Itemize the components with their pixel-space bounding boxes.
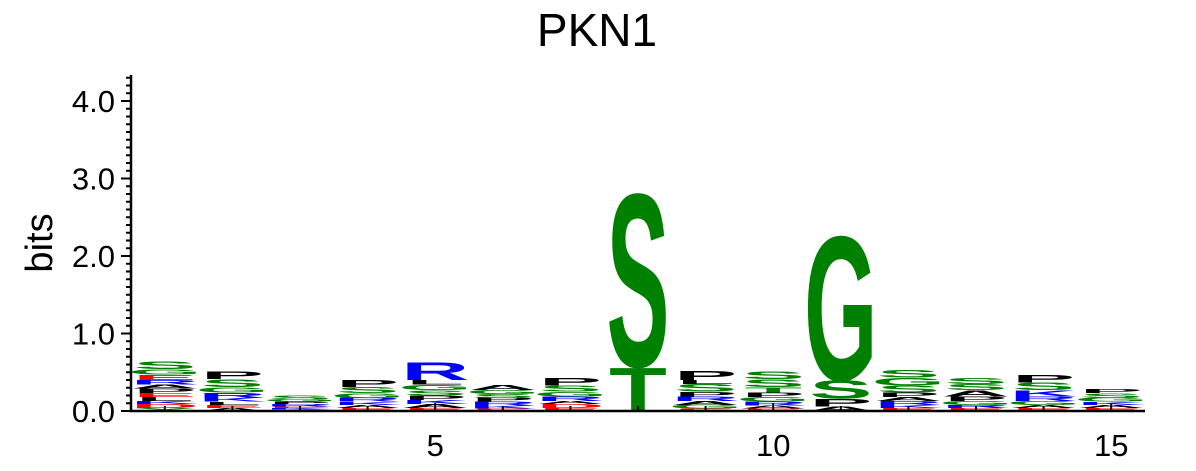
logo-letter-K-pos-4: K — [334, 401, 402, 406]
logo-letter-E-pos-1: E — [133, 373, 196, 381]
logo-letter-R-pos-7: R — [536, 395, 604, 402]
logo-letter-P-pos-4: P — [336, 378, 399, 389]
logo-letter-S-pos-6: S — [471, 393, 534, 399]
logo-letter-L-pos-9: L — [677, 379, 735, 385]
logo-letter-S-pos-5: S — [404, 389, 467, 397]
logo-letter-K-pos-1: K — [131, 400, 199, 405]
logo-letter-G-pos-10: G — [736, 396, 809, 403]
logo-letter-R-pos-2: R — [198, 391, 266, 399]
logo-letter-K-pos-14: K — [1010, 389, 1078, 399]
logo-letter-T-pos-10: T — [744, 386, 802, 394]
logo-letter-P-pos-3: P — [269, 401, 332, 405]
logo-letter-S-pos-11: S — [809, 375, 872, 404]
logo-letter-G-pos-1: G — [128, 368, 201, 376]
x-tick-label: 10 — [756, 428, 790, 463]
logo-letter-P-pos-7: P — [539, 376, 602, 388]
logo-letter-P-pos-5: P — [404, 394, 467, 401]
logo-letter-P-pos-9: P — [674, 369, 737, 383]
logo-letter-P-pos-10: P — [742, 391, 805, 398]
logo-letter-S-pos-15: S — [1080, 392, 1143, 399]
logo-letter-S-pos-8: S — [607, 141, 670, 418]
y-tick-label: 1.0 — [72, 317, 115, 352]
logo-letter-P-pos-9: P — [674, 390, 737, 397]
logo-letter-R-pos-6: R — [469, 401, 537, 407]
logo-letter-K-pos-5: K — [401, 399, 469, 405]
x-tick-label: 15 — [1094, 428, 1128, 463]
logo-letter-P-pos-12: P — [877, 391, 940, 398]
logo-letter-S-pos-1: S — [133, 360, 196, 372]
x-ticks: 5 10 15 — [163, 403, 1128, 463]
logo-letter-S-pos-12: S — [877, 384, 940, 395]
logo-letter-G-pos-7: G — [534, 390, 607, 397]
logo-letter-S-pos-12: S — [877, 368, 940, 380]
logo-letter-A-pos-12: A — [874, 396, 942, 402]
logo-letter-S-pos-14: S — [1012, 380, 1075, 392]
logo-letter-S-pos-7: S — [539, 384, 602, 394]
logo-letter-S-pos-4: S — [336, 385, 399, 395]
logo-letter-A-pos-6: A — [469, 383, 537, 391]
logo-letter-R-pos-4: R — [334, 397, 402, 403]
logo-letter-R-pos-14: R — [1009, 395, 1077, 402]
y-tick-label: 2.0 — [72, 239, 115, 274]
logo-letter-R-pos-5: R — [401, 358, 469, 386]
y-tick-label: 0.0 — [72, 394, 115, 429]
logo-letter-A-pos-7: A — [536, 400, 604, 405]
logo-letter-T-pos-8: T — [609, 355, 667, 424]
logo-letter-S-pos-9: S — [674, 382, 737, 394]
logo-letter-E-pos-1: E — [133, 392, 196, 398]
logo-letter-L-pos-1: L — [136, 396, 194, 402]
logo-letter-G-pos-4: G — [331, 392, 404, 399]
logo-letter-P-pos-6: P — [471, 397, 534, 403]
logo-letter-S-pos-10: S — [742, 377, 805, 389]
logo-letter-G-pos-3: G — [263, 399, 336, 403]
logo-letter-K-pos-2: K — [198, 397, 266, 403]
logo-letter-A-pos-13: A — [942, 389, 1010, 399]
logo-letter-A-pos-9: A — [672, 400, 740, 406]
logo-letter-G-pos-13: G — [939, 400, 1012, 406]
logo-letter-G-pos-6: G — [466, 389, 539, 395]
logo-letter-R-pos-9: R — [671, 395, 739, 402]
logo-letter-A-pos-1: A — [131, 384, 199, 390]
logo-letter-R-pos-12: R — [874, 400, 942, 406]
logo-letter-G-pos-14: G — [1007, 400, 1080, 406]
logo-letter-G-pos-12: G — [872, 376, 945, 388]
logo-letter-L-pos-2: L — [204, 401, 262, 406]
logo-letter-P-pos-2: P — [201, 370, 264, 382]
logo-letter-S-pos-13: S — [944, 382, 1007, 392]
logo-letter-S-pos-2: S — [201, 377, 264, 389]
logo-letter-G-pos-5: G — [398, 383, 471, 391]
logo-letter-P-pos-1: P — [133, 387, 196, 394]
logo-letter-S-pos-10: S — [742, 370, 805, 382]
x-tick-label: 5 — [427, 428, 444, 463]
logo-letter-L-pos-5: L — [406, 379, 464, 386]
y-tick-label: 3.0 — [72, 162, 115, 197]
logo-letter-R-pos-1: R — [131, 379, 199, 386]
logo-letter-G-pos-2: G — [196, 386, 269, 394]
logo-letter-G-pos-11: G — [804, 195, 877, 425]
y-ticks: 0.0 1.0 2.0 3.0 4.0 — [72, 76, 131, 429]
logo-letter-P-pos-15: P — [1080, 388, 1143, 394]
logo-glyph-layer: YDKLEPAREGSAELKRGSPAKERPGSEAKRGSPEAKPSGL… — [128, 141, 1148, 425]
logo-letter-P-pos-13: P — [945, 395, 1008, 402]
logo-letter-S-pos-3: S — [269, 395, 332, 401]
y-tick-label: 4.0 — [72, 84, 115, 119]
logo-letter-R-pos-3: R — [266, 403, 334, 407]
logo-letter-P-pos-11: P — [809, 397, 872, 409]
logo-letter-P-pos-14: P — [1012, 373, 1075, 385]
logo-letter-G-pos-15: G — [1074, 397, 1147, 403]
chart-title: PKN1 — [537, 4, 657, 56]
y-axis-label: bits — [19, 213, 61, 272]
logo-letter-S-pos-13: S — [944, 376, 1007, 386]
